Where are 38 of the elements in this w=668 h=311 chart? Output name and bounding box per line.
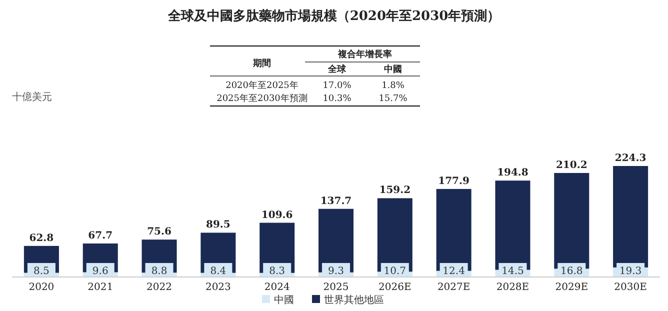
- data-label: 9.3: [328, 266, 344, 277]
- total-label: 62.8: [29, 232, 54, 244]
- x-tick-label: 2030E: [614, 282, 647, 293]
- x-tick-label: 2020: [28, 282, 54, 293]
- data-label: 12.4: [442, 266, 465, 277]
- total-label: 177.9: [438, 176, 470, 187]
- total-label: 67.7: [88, 230, 113, 242]
- total-label: 159.2: [379, 185, 411, 196]
- total-label: 89.5: [206, 220, 230, 231]
- data-label: 14.5: [502, 266, 524, 277]
- table: 期間 複合年增長率 全球 中國 2020年至2025年 17.0% 1.8% 2025年至2030年預測 10.3% 15.7%: [210, 45, 420, 107]
- x-tick-label: 2022: [146, 282, 172, 293]
- total-label: 224.3: [614, 153, 646, 164]
- data-label: 19.3: [619, 266, 642, 277]
- legend-label: 中國: [274, 294, 294, 306]
- x-tick-label: 2026E: [378, 282, 412, 293]
- data-label: 8.8: [151, 266, 168, 277]
- x-tick-label: 2021: [88, 282, 114, 293]
- data-label: 8.5: [34, 266, 50, 277]
- data-label: 10.7: [384, 266, 406, 277]
- total-label: 75.6: [147, 226, 172, 238]
- total-label: 137.7: [320, 196, 352, 207]
- data-label: 8.4: [210, 266, 226, 277]
- total-label: 194.8: [497, 168, 528, 179]
- chart-title: 全球及中國多肽藥物市場規模（2020年至2030年預測）: [166, 8, 500, 24]
- total-label: 210.2: [556, 160, 588, 171]
- x-tick-label: 2028E: [496, 282, 530, 293]
- x-tick-label: 2023: [205, 282, 231, 293]
- x-tick-label: 2025: [323, 282, 349, 293]
- data-label: 16.8: [560, 266, 583, 277]
- data-label: 9.6: [92, 266, 108, 277]
- x-tick-label: 2024: [264, 282, 290, 293]
- data-label: 8.3: [269, 266, 286, 277]
- x-tick-label: 2029E: [555, 282, 588, 293]
- total-label: 109.6: [261, 210, 293, 221]
- legend-label: 世界其他地區: [324, 294, 384, 306]
- text: 十億美元: [12, 91, 52, 103]
- x-tick-label: 2027E: [437, 282, 470, 293]
